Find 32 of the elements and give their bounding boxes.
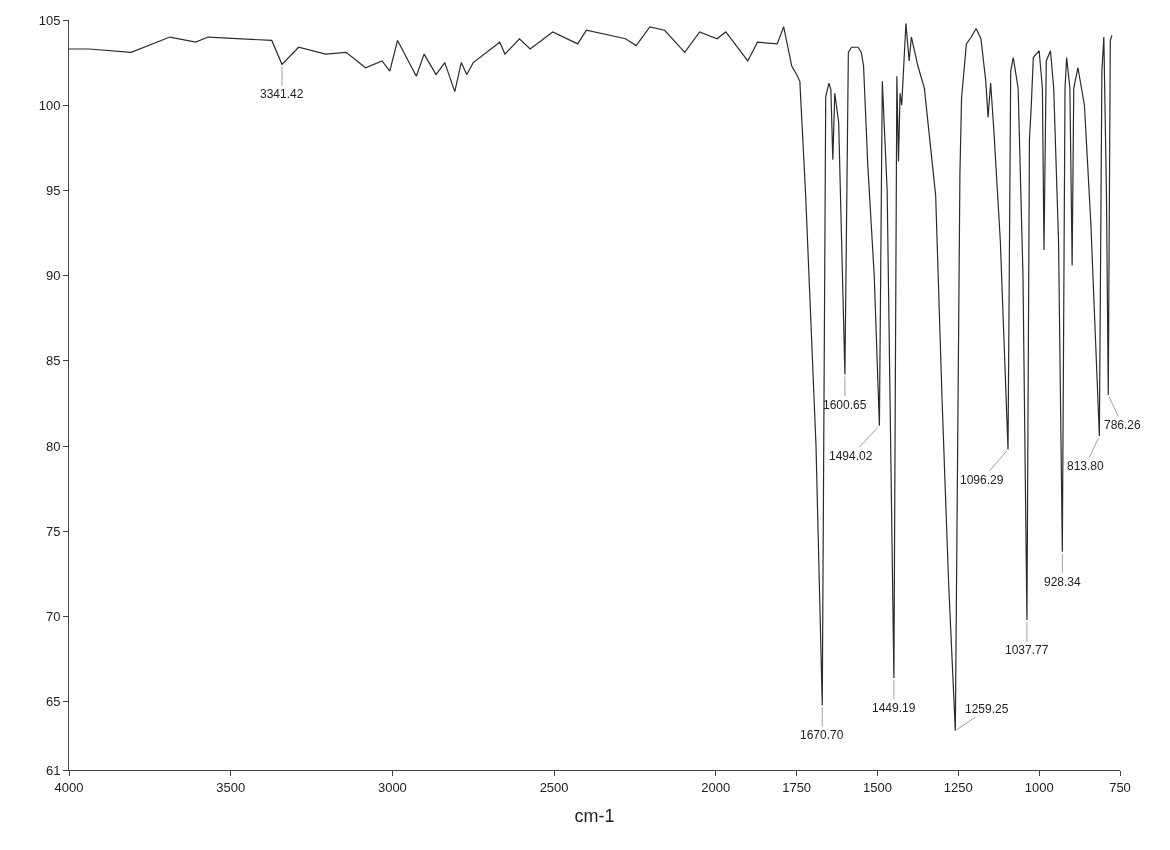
y-tick-label: 61 (45, 762, 61, 778)
annotation: 1494.02 (829, 449, 873, 463)
annotation: 3341.42 (260, 87, 304, 101)
x-tick-label: 750 (1109, 779, 1131, 795)
y-tick-label: 100 (38, 97, 61, 113)
x-axis-title: cm-1 (574, 805, 615, 826)
x-tick-label: 3000 (377, 779, 407, 795)
y-tick-label: 70 (45, 609, 61, 625)
annotation: 1037.77 (1005, 643, 1049, 657)
x-tick-label: 1750 (782, 779, 812, 795)
x-tick-label: 4000 (54, 779, 84, 795)
y-tick-label: 105 (38, 12, 61, 28)
annotation: 813.80 (1067, 459, 1105, 473)
y-tick-label: 90 (45, 268, 61, 284)
y-tick-label: 65 (45, 694, 61, 710)
annotation: 1096.29 (960, 473, 1004, 487)
x-tick-label: 1500 (863, 779, 892, 795)
x-tick-label: 2000 (701, 779, 731, 795)
y-tick-label: 95 (45, 183, 61, 198)
y-tick-label: 85 (45, 353, 61, 369)
annotation: 1449.19 (872, 701, 916, 715)
x-tick-label: 1250 (943, 779, 973, 795)
x-tick-label: 3500 (216, 779, 246, 795)
annotation: 786.26 (1104, 418, 1142, 432)
y-tick-label: 80 (45, 438, 61, 454)
annotation: 1600.65 (823, 398, 867, 412)
x-tick-label: 1000 (1024, 779, 1054, 795)
annotation: 1670.70 (800, 728, 844, 742)
annotation: 928.34 (1044, 575, 1082, 589)
y-tick-label: 75 (45, 523, 61, 539)
x-tick-label: 2500 (539, 779, 569, 795)
annotation: 1259.25 (965, 702, 1009, 716)
